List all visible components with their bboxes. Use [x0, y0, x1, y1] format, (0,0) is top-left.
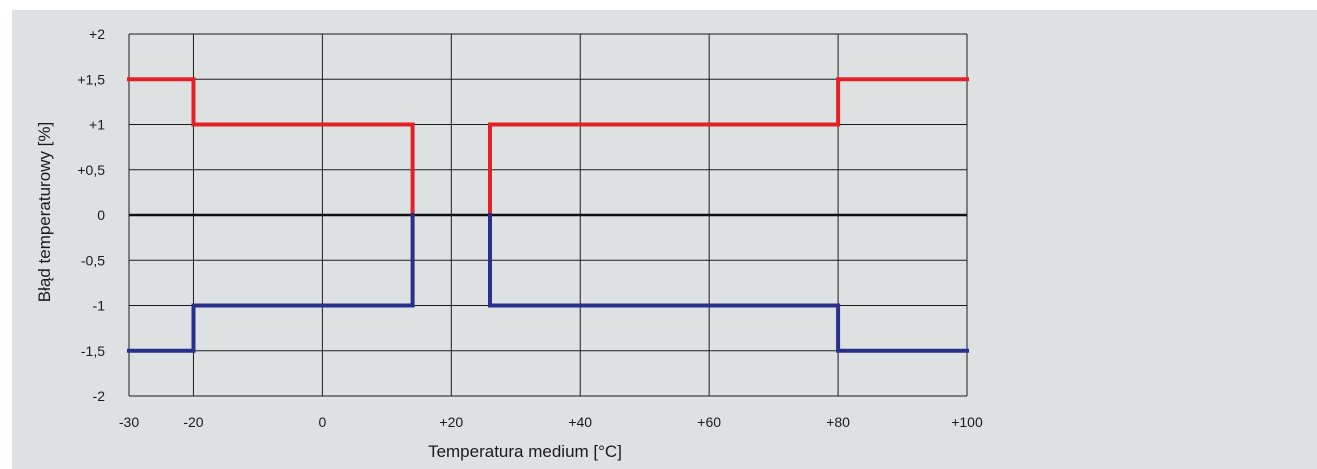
- x-tick-label: +60: [697, 414, 721, 430]
- x-tick-label: +100: [951, 414, 983, 430]
- lower-series-line: [127, 213, 415, 353]
- x-tick-label: -20: [183, 414, 203, 430]
- y-tick-label: -0,5: [81, 252, 105, 268]
- y-tick-label: -1: [93, 298, 106, 314]
- y-tick-label: +1,5: [77, 71, 105, 87]
- x-tick-label: 0: [318, 414, 326, 430]
- x-tick-label: +80: [826, 414, 850, 430]
- y-tick-label: +1: [89, 117, 105, 133]
- tick-labels: -30 -20 0 +20 +40 +60 +80 +100 +2 +1,5 +1 +0,5 0 -0,5…: [77, 26, 983, 430]
- y-axis-title: Błąd temperaturowy [%]: [35, 122, 54, 302]
- y-tick-label: -2: [93, 388, 106, 404]
- x-tick-label: -30: [119, 414, 139, 430]
- upper-series-line: [127, 77, 415, 217]
- chart-plot: -30 -20 0 +20 +40 +60 +80 +100 +2 +1,5 +1 +0,5 0 -0,5…: [35, 26, 983, 461]
- upper-series-line: [488, 77, 969, 217]
- y-tick-label: 0: [97, 207, 105, 223]
- y-tick-label: +0,5: [77, 162, 105, 178]
- series-lines: [127, 77, 969, 353]
- x-tick-label: +40: [568, 414, 592, 430]
- x-tick-label: +20: [439, 414, 463, 430]
- y-tick-label: +2: [89, 26, 105, 42]
- y-tick-label: -1,5: [81, 343, 105, 359]
- chart-frame: -30 -20 0 +20 +40 +60 +80 +100 +2 +1,5 +1 +0,5 0 -0,5…: [12, 10, 1317, 469]
- grid: [128, 33, 968, 397]
- lower-series-line: [488, 213, 969, 353]
- x-axis-title: Temperatura medium [°C]: [428, 442, 622, 461]
